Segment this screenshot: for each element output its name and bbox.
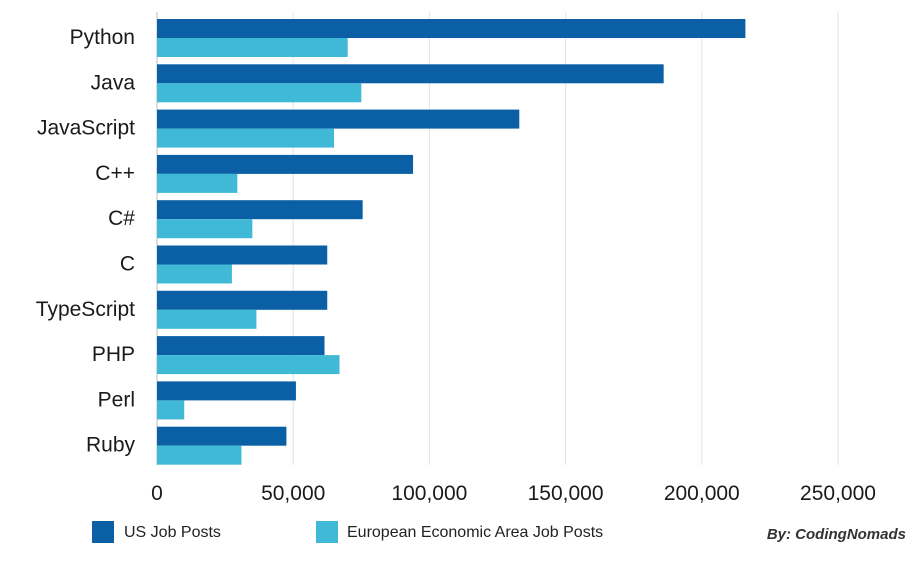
bar-us-java: [157, 64, 664, 84]
category-label: TypeScript: [36, 298, 135, 321]
category-label: C#: [108, 207, 135, 230]
credit-text: By: CodingNomads: [767, 526, 906, 543]
category-label: Ruby: [86, 434, 136, 457]
bar-eea-perl: [157, 400, 185, 420]
bars: [157, 19, 746, 465]
bar-eea-c: [157, 219, 253, 239]
legend-swatch: [316, 521, 338, 543]
category-label: C: [120, 253, 135, 276]
bar-us-python: [157, 19, 746, 38]
x-axis-tick-labels: 0 50,000 100,000 150,000 200,000 250,000: [151, 482, 876, 505]
bar-eea-java: [157, 83, 362, 103]
bar-us-c: [157, 154, 414, 174]
legend-label: European Economic Area Job Posts: [347, 524, 603, 541]
category-labels: Python Java JavaScript C++ C# C TypeScript PHP P…: [36, 26, 136, 457]
legend-label: US Job Posts: [124, 524, 221, 541]
bar-us-javascript: [157, 109, 520, 129]
bar-eea-ruby: [157, 445, 242, 465]
bar-us-c: [157, 245, 328, 265]
category-label: Java: [91, 71, 136, 94]
legend-swatch: [92, 521, 114, 543]
bar-us-php: [157, 336, 325, 356]
x-tick-label: 250,000: [800, 482, 876, 505]
x-tick-label: 150,000: [528, 482, 604, 505]
bar-eea-javascript: [157, 128, 335, 148]
category-label: Python: [70, 26, 135, 49]
bar-eea-c: [157, 173, 238, 193]
bar-us-typescript: [157, 290, 328, 310]
x-tick-label: 100,000: [391, 482, 467, 505]
x-tick-label: 0: [151, 482, 163, 505]
bar-eea-typescript: [157, 309, 257, 329]
legend: US Job Posts European Economic Area Job P…: [92, 521, 603, 543]
bar-eea-c: [157, 264, 232, 284]
category-label: Perl: [98, 388, 135, 411]
bar-us-ruby: [157, 426, 287, 446]
category-label: JavaScript: [37, 117, 135, 140]
bar-us-perl: [157, 381, 296, 401]
bar-eea-php: [157, 355, 340, 375]
bar-us-c: [157, 200, 363, 220]
x-tick-label: 50,000: [261, 482, 325, 505]
bar-eea-python: [157, 38, 348, 57]
category-label: PHP: [92, 343, 135, 366]
category-label: C++: [95, 162, 135, 185]
x-tick-label: 200,000: [664, 482, 740, 505]
